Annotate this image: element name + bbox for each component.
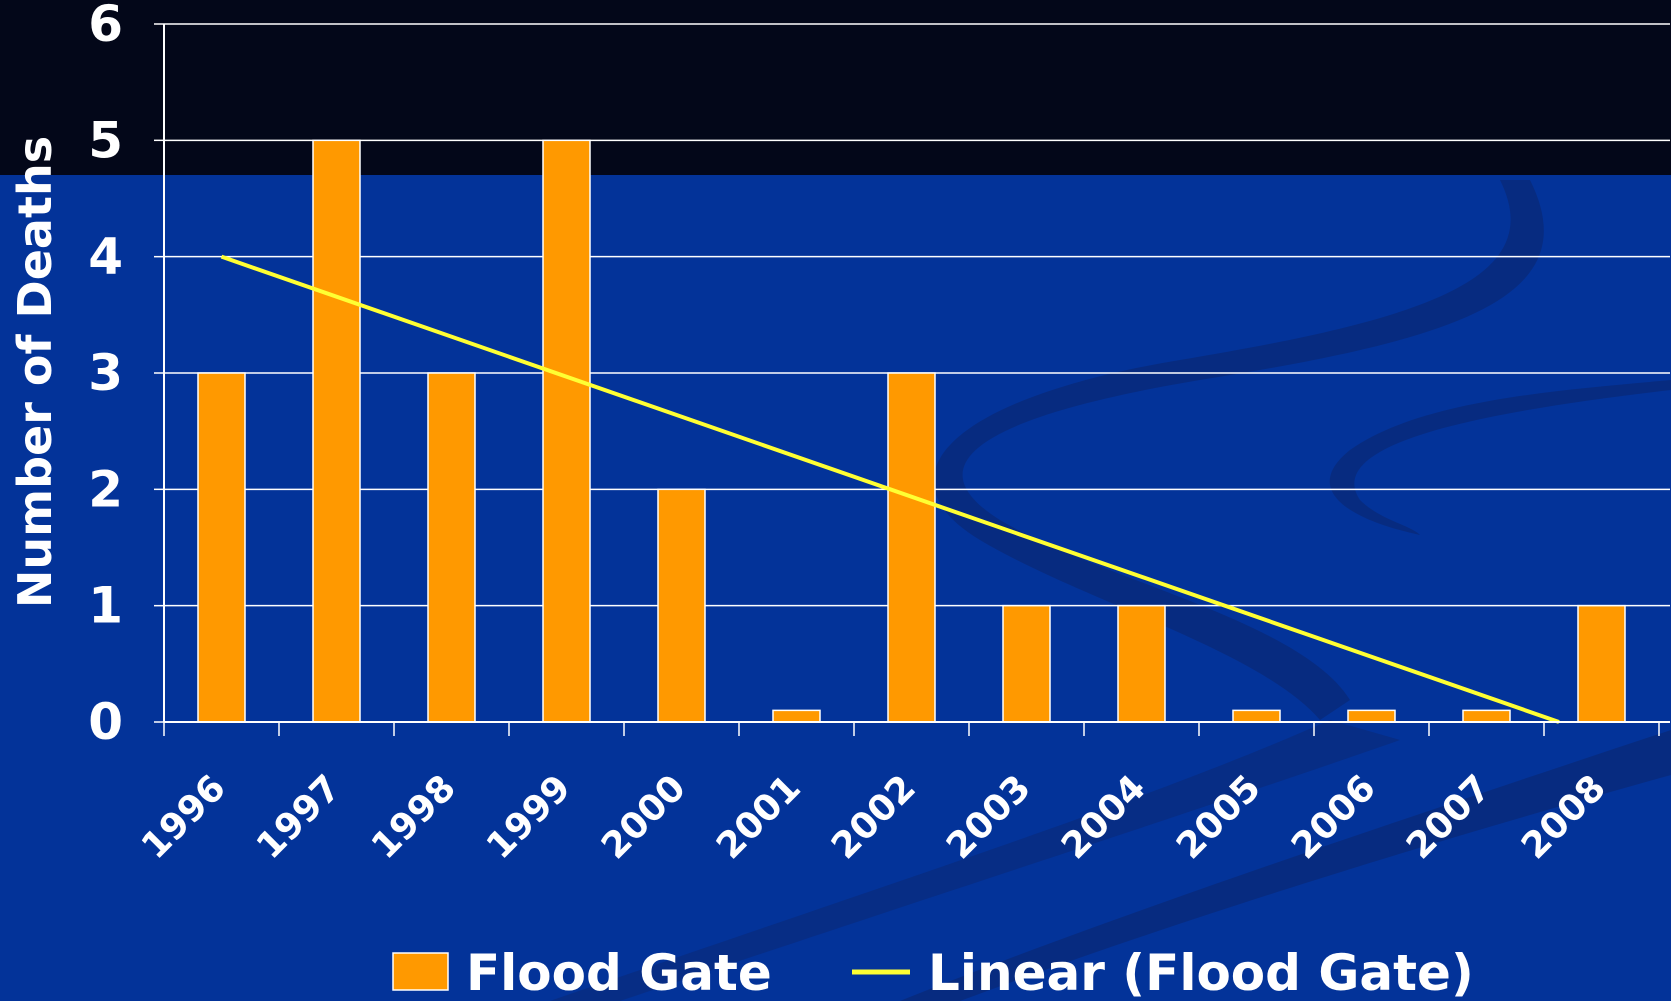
bars	[197, 139, 1626, 723]
x-tick-label: 1996	[134, 767, 234, 867]
bar-2006	[1347, 709, 1396, 723]
legend-label-bar: Flood Gate	[466, 944, 772, 1001]
x-tick-label: 1998	[364, 767, 464, 867]
y-tick-label: 3	[88, 344, 123, 402]
bar-2004	[1117, 604, 1166, 723]
bar-1999	[542, 139, 591, 723]
bar-1998	[427, 372, 476, 723]
background-swoosh	[550, 180, 1671, 1001]
bar-1996	[197, 372, 246, 723]
bar-2005	[1232, 709, 1281, 723]
legend-label-trend: Linear (Flood Gate)	[928, 944, 1474, 1001]
legend-swatch-bar	[392, 952, 449, 991]
y-tick-label: 5	[88, 111, 123, 169]
bar-2003	[1002, 604, 1051, 723]
y-tick-label: 2	[88, 460, 123, 518]
swoosh-shape	[1329, 380, 1671, 535]
y-tick-labels: 0 1 2 3 4 5 6	[88, 0, 123, 751]
x-tick-label: 2001	[709, 767, 809, 867]
trend-line-group	[220, 254, 1560, 724]
bar-2007	[1462, 709, 1511, 723]
bar-2000	[657, 488, 706, 723]
axes	[154, 23, 1670, 736]
y-tick-label: 0	[88, 693, 123, 751]
y-tick-label: 6	[88, 0, 123, 53]
y-tick-label: 1	[88, 577, 123, 635]
x-tick-label: 1997	[249, 767, 349, 867]
y-axis-label: Number of Deaths	[8, 136, 62, 608]
bar-2008	[1577, 604, 1626, 723]
legend: Flood Gate Linear (Flood Gate)	[392, 944, 1474, 1001]
swoosh-shape	[933, 180, 1544, 720]
trend-line	[220, 254, 1560, 724]
top-dark-band	[0, 0, 1671, 175]
swoosh-shape	[550, 720, 1400, 1001]
bar-2002	[887, 372, 936, 723]
bar-2001	[772, 709, 821, 723]
x-tick-label: 1999	[479, 767, 579, 867]
bar-1997	[312, 139, 361, 723]
y-tick-label: 4	[88, 228, 123, 286]
x-tick-label: 2002	[824, 767, 924, 867]
swoosh-shape	[900, 730, 1671, 1001]
x-tick-label: 2000	[594, 767, 694, 867]
